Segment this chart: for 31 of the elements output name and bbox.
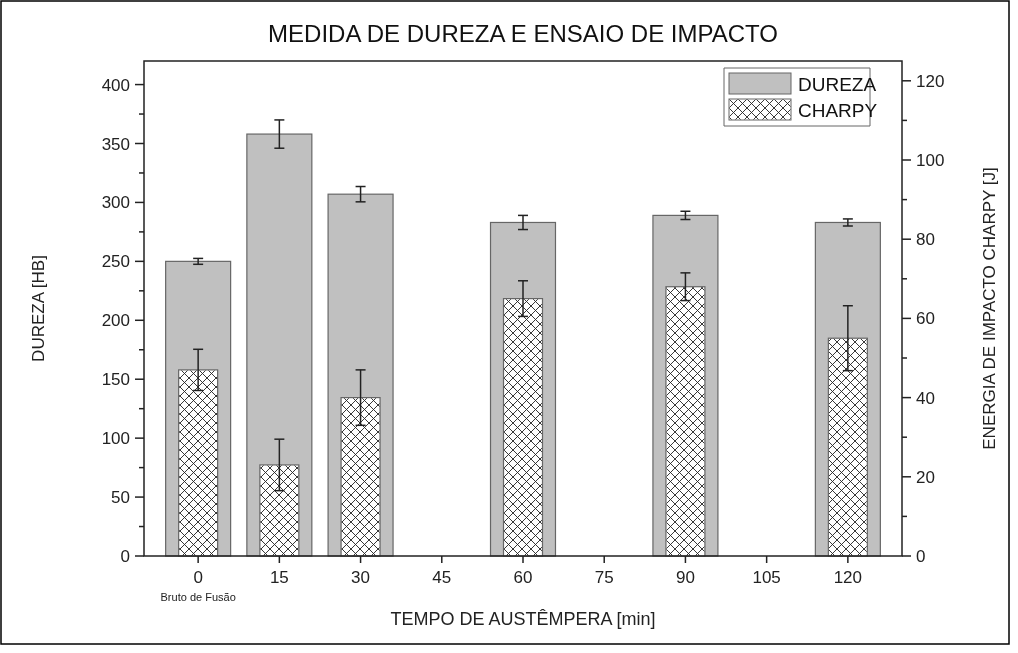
x-tick-label: 45 xyxy=(432,568,452,587)
y2-tick-label: 60 xyxy=(916,309,935,329)
y-tick-label: 200 xyxy=(101,311,130,331)
chart-title: MEDIDA DE DUREZA E ENSAIO DE IMPACTO xyxy=(268,20,778,47)
y2-tick-label: 120 xyxy=(916,71,945,91)
legend-label: DUREZA xyxy=(798,74,877,95)
y2-tick-label: 0 xyxy=(916,547,926,566)
y-tick-label: 0 xyxy=(120,547,130,566)
y-tick-label: 150 xyxy=(101,370,130,390)
x-tick-label: 120 xyxy=(833,568,863,587)
y2-tick-label: 20 xyxy=(916,467,935,487)
x-tick-label: 30 xyxy=(351,568,371,587)
y-tick-label: 300 xyxy=(101,193,130,213)
x-tick-label: 75 xyxy=(594,568,614,587)
y-tick-label: 100 xyxy=(101,429,130,449)
y-tick-label: 400 xyxy=(101,75,130,95)
x-tick-label: 15 xyxy=(269,568,289,587)
y-axis-title: DUREZA [HB] xyxy=(29,255,48,362)
y-tick-label: 350 xyxy=(101,134,130,154)
y-tick-label: 50 xyxy=(111,488,130,508)
y2-axis-title: ENERGIA DE IMPACTO CHARPY [J] xyxy=(980,167,999,450)
legend-label: CHARPY xyxy=(798,100,878,121)
x-tick-label: 60 xyxy=(513,568,533,587)
y2-tick-label: 80 xyxy=(916,230,935,250)
x-tick-label: 90 xyxy=(675,568,695,587)
x-axis-title: TEMPO DE AUSTÊMPERA [min] xyxy=(390,609,656,629)
y-tick-label: 250 xyxy=(101,252,130,272)
x-tick-label: 0 Bruto de Fusão xyxy=(160,568,236,603)
x-tick-label: 105 xyxy=(752,568,781,587)
y2-tick-label: 100 xyxy=(916,151,945,170)
y2-tick-label: 40 xyxy=(916,388,935,408)
